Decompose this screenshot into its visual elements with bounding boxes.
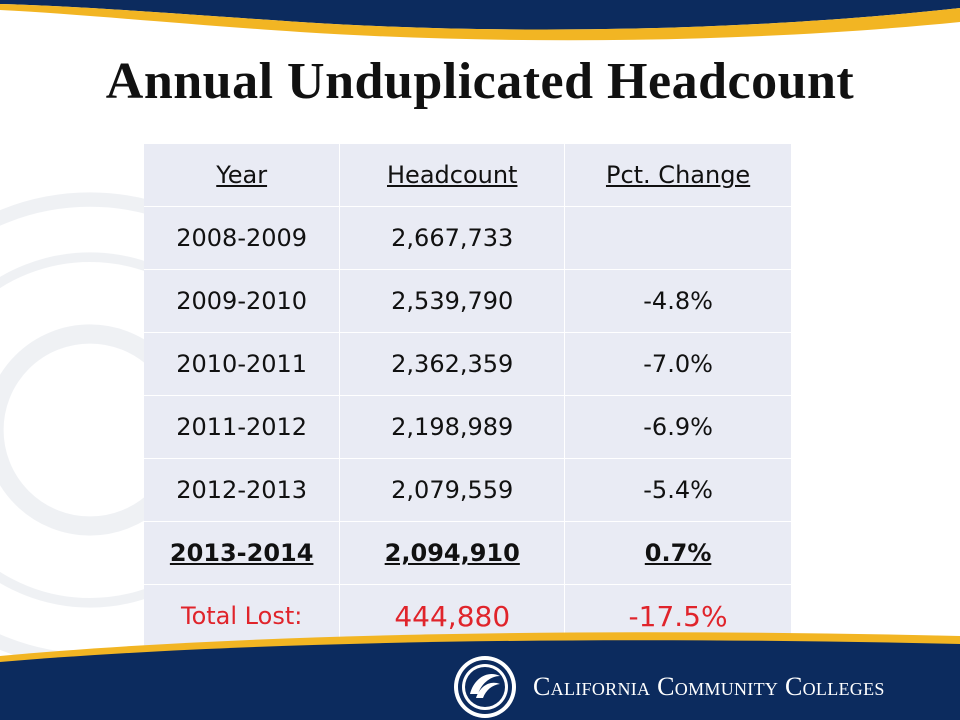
cell-year: 2008-2009 xyxy=(144,206,341,270)
cell-headcount: 2,362,359 xyxy=(339,332,566,396)
total-label: Total Lost: xyxy=(144,584,341,648)
cell-change: -7.0% xyxy=(564,332,792,396)
cell-change: 0.7% xyxy=(564,521,792,585)
table-row: 2010-2011 2,362,359 -7.0% xyxy=(144,332,792,396)
table-row: 2011-2012 2,198,989 -6.9% xyxy=(144,395,792,459)
cell-change: -5.4% xyxy=(564,458,792,522)
cell-headcount: 2,539,790 xyxy=(339,269,566,333)
cell-year: 2010-2011 xyxy=(144,332,341,396)
cell-change: -4.8% xyxy=(564,269,792,333)
cell-year: 2012-2013 xyxy=(144,458,341,522)
cell-headcount: 2,198,989 xyxy=(339,395,566,459)
cell-headcount: 2,079,559 xyxy=(339,458,566,522)
headcount-table: Year Headcount Pct. Change 2008-2009 2,6… xyxy=(144,144,792,648)
table-row: 2009-2010 2,539,790 -4.8% xyxy=(144,269,792,333)
table-row: 2012-2013 2,079,559 -5.4% xyxy=(144,458,792,522)
header-headcount: Headcount xyxy=(339,144,566,207)
cell-headcount: 2,667,733 xyxy=(339,206,566,270)
table-header-row: Year Headcount Pct. Change xyxy=(144,144,792,207)
page-title: Annual Unduplicated Headcount xyxy=(105,53,855,110)
table-row: 2008-2009 2,667,733 xyxy=(144,206,792,270)
cell-headcount: 2,094,910 xyxy=(339,521,566,585)
cell-year: 2009-2010 xyxy=(144,269,341,333)
cell-change xyxy=(564,206,792,270)
brand-name: California Community Colleges xyxy=(533,672,885,701)
cell-year: 2011-2012 xyxy=(144,395,341,459)
header-pct-change: Pct. Change xyxy=(564,144,792,207)
cell-change: -6.9% xyxy=(564,395,792,459)
table-row-highlight: 2013-2014 2,094,910 0.7% xyxy=(144,521,792,585)
header-year: Year xyxy=(144,144,341,207)
college-seal-logo xyxy=(454,656,516,718)
cell-year: 2013-2014 xyxy=(144,521,341,585)
top-banner xyxy=(0,0,960,41)
